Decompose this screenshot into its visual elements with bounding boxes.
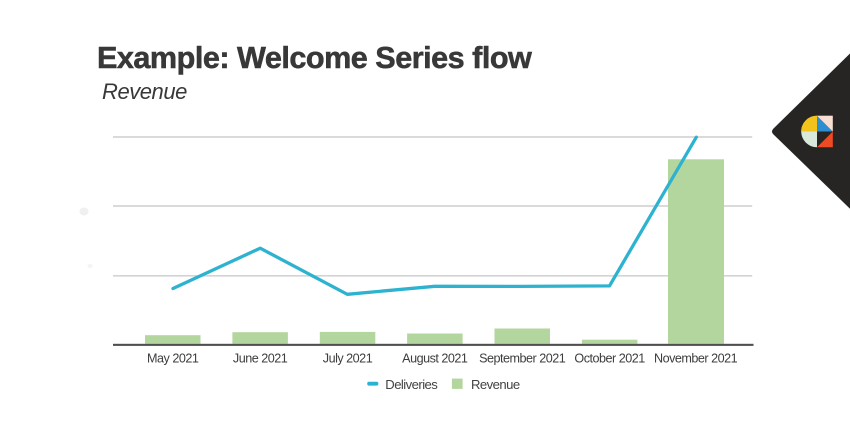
svg-text:October 2021: October 2021 — [574, 351, 645, 365]
svg-text:August 2021: August 2021 — [402, 351, 468, 365]
svg-text:Example: Welcome Series flow: Example: Welcome Series flow — [97, 41, 532, 75]
svg-text:November 2021: November 2021 — [654, 351, 738, 365]
svg-text:June 2021: June 2021 — [233, 351, 288, 365]
svg-text:Revenue: Revenue — [102, 79, 187, 104]
svg-text:Deliveries: Deliveries — [385, 377, 438, 392]
svg-text:Revenue: Revenue — [471, 377, 520, 392]
svg-text:May 2021: May 2021 — [147, 351, 199, 365]
svg-text:September 2021: September 2021 — [479, 351, 566, 365]
svg-text:July 2021: July 2021 — [323, 351, 373, 365]
